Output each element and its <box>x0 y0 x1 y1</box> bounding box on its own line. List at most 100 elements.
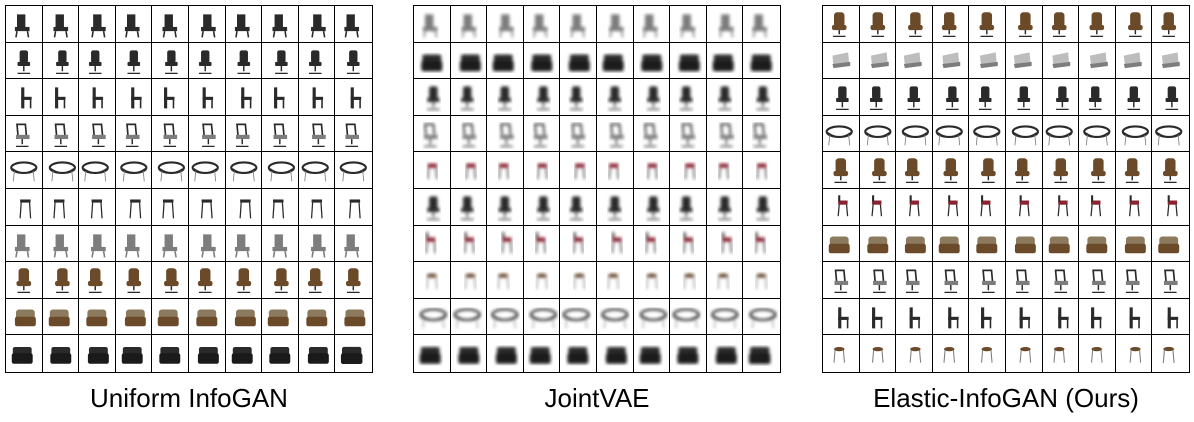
sample-grid <box>822 5 1190 373</box>
panel-jointvae <box>413 5 781 373</box>
sample-cell <box>6 42 43 80</box>
sample-cell <box>706 6 744 43</box>
sample-cell <box>596 42 634 80</box>
sample-cell <box>42 188 80 226</box>
sample-cell <box>706 152 744 189</box>
sample-cell <box>298 225 336 263</box>
sample-cell <box>969 262 1006 299</box>
sample-cell <box>969 6 1006 43</box>
sample-cell <box>823 335 860 372</box>
sample-cell <box>262 298 299 336</box>
sample-cell <box>414 79 451 116</box>
sample-cell <box>1152 152 1189 189</box>
sample-cell <box>1079 42 1116 80</box>
sample-cell <box>262 42 299 80</box>
sample-cell <box>79 79 116 116</box>
sample-cell <box>1042 188 1080 226</box>
sample-cell <box>706 79 744 116</box>
sample-cell <box>932 225 970 263</box>
sample-cell <box>450 152 488 189</box>
sample-cell <box>823 262 860 299</box>
sample-cell <box>262 262 299 299</box>
sample-cell <box>1042 6 1080 43</box>
sample-cell <box>487 6 524 43</box>
sample-cell <box>487 188 524 226</box>
sample-cell <box>6 262 43 299</box>
sample-cell <box>6 79 43 116</box>
sample-cell <box>152 6 189 43</box>
sample-cell <box>188 6 226 43</box>
sample-cell <box>1152 115 1189 153</box>
sample-cell <box>823 79 860 116</box>
sample-cell <box>1152 42 1189 80</box>
sample-cell <box>414 298 451 336</box>
sample-cell <box>859 152 897 189</box>
sample-cell <box>670 152 707 189</box>
sample-cell <box>298 262 336 299</box>
sample-cell <box>6 335 43 372</box>
sample-cell <box>450 6 488 43</box>
sample-cell <box>1152 225 1189 263</box>
sample-cell <box>859 335 897 372</box>
sample-cell <box>79 115 116 153</box>
sample-cell <box>487 152 524 189</box>
sample-cell <box>225 6 263 43</box>
sample-cell <box>225 225 263 263</box>
sample-cell <box>414 115 451 153</box>
sample-cell <box>670 115 707 153</box>
sample-cell <box>523 335 561 372</box>
sample-cell <box>298 115 336 153</box>
sample-cell <box>1042 152 1080 189</box>
sample-cell <box>487 298 524 336</box>
sample-cell <box>706 262 744 299</box>
sample-cell <box>1079 225 1116 263</box>
sample-cell <box>859 188 897 226</box>
sample-cell <box>42 298 80 336</box>
sample-cell <box>596 188 634 226</box>
sample-cell <box>1152 6 1189 43</box>
sample-cell <box>823 42 860 80</box>
sample-cell <box>706 298 744 336</box>
sample-cell <box>1152 298 1189 336</box>
sample-cell <box>6 298 43 336</box>
sample-cell <box>1042 42 1080 80</box>
sample-cell <box>188 42 226 80</box>
sample-cell <box>969 298 1006 336</box>
sample-cell <box>1079 188 1116 226</box>
sample-cell <box>1005 335 1043 372</box>
sample-cell <box>560 335 597 372</box>
sample-cell <box>969 42 1006 80</box>
sample-cell <box>335 298 372 336</box>
sample-cell <box>450 298 488 336</box>
sample-cell <box>152 79 189 116</box>
sample-cell <box>743 42 780 80</box>
sample-cell <box>262 6 299 43</box>
sample-cell <box>932 152 970 189</box>
sample-cell <box>225 42 263 80</box>
sample-cell <box>896 188 933 226</box>
sample-cell <box>115 225 153 263</box>
sample-cell <box>450 42 488 80</box>
sample-cell <box>414 152 451 189</box>
sample-cell <box>1079 6 1116 43</box>
sample-cell <box>225 152 263 189</box>
sample-cell <box>743 335 780 372</box>
sample-cell <box>596 79 634 116</box>
sample-cell <box>188 79 226 116</box>
sample-cell <box>450 335 488 372</box>
sample-cell <box>596 262 634 299</box>
sample-cell <box>1005 262 1043 299</box>
sample-cell <box>1115 262 1153 299</box>
sample-cell <box>523 79 561 116</box>
sample-cell <box>79 262 116 299</box>
sample-cell <box>560 42 597 80</box>
sample-cell <box>932 335 970 372</box>
sample-cell <box>523 188 561 226</box>
sample-cell <box>560 298 597 336</box>
sample-cell <box>115 335 153 372</box>
sample-cell <box>335 225 372 263</box>
sample-cell <box>670 298 707 336</box>
sample-cell <box>823 298 860 336</box>
sample-cell <box>859 225 897 263</box>
sample-cell <box>633 335 671 372</box>
